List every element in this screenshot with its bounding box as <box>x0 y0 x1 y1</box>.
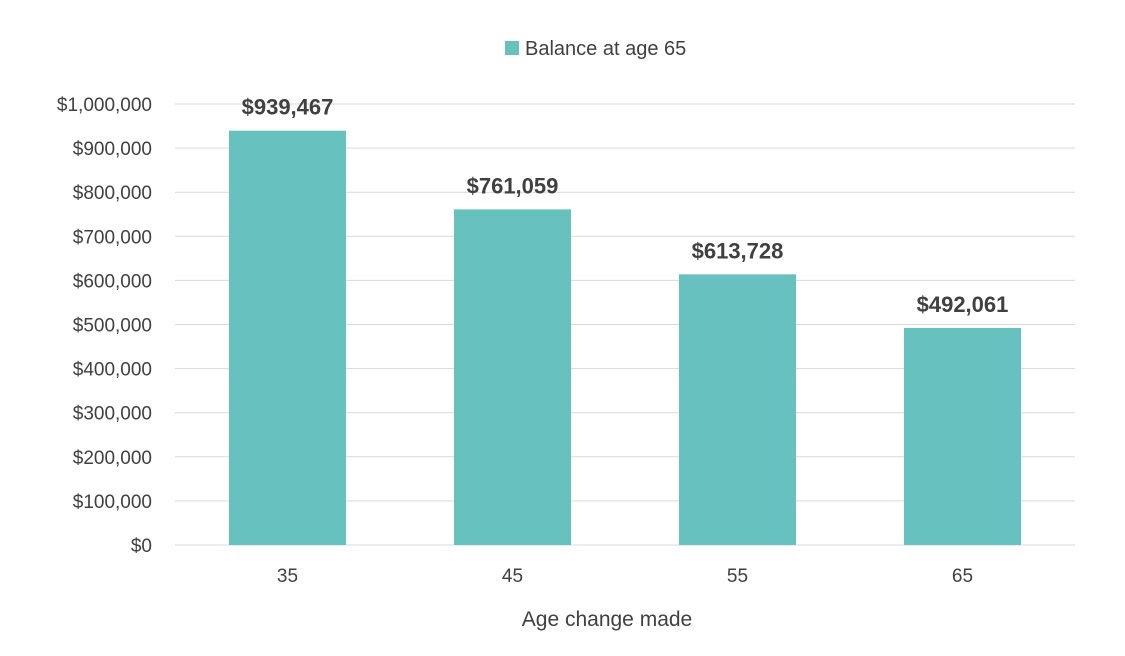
y-tick-label: $200,000 <box>73 448 152 469</box>
x-tick-label: 35 <box>277 566 298 587</box>
data-labels: $939,467 $761,059 $613,728 $492,061 <box>242 95 1009 317</box>
x-axis-tick-labels: 35 45 55 65 <box>277 566 973 587</box>
legend-label: Balance at age 65 <box>525 38 686 60</box>
data-label-65: $492,061 <box>917 292 1009 317</box>
bar-45 <box>454 209 571 545</box>
bar-55 <box>679 274 796 545</box>
x-axis-title: Age change made <box>522 608 692 631</box>
x-tick-label: 65 <box>952 566 973 587</box>
y-tick-label: $300,000 <box>73 404 152 425</box>
y-tick-label: $600,000 <box>73 271 152 292</box>
y-tick-label: $700,000 <box>73 227 152 248</box>
x-tick-label: 45 <box>502 566 523 587</box>
legend-swatch <box>505 41 519 55</box>
y-tick-label: $800,000 <box>73 183 152 204</box>
data-label-55: $613,728 <box>692 238 784 263</box>
y-tick-label: $0 <box>131 536 152 557</box>
data-label-35: $939,467 <box>242 95 334 120</box>
y-tick-label: $400,000 <box>73 360 152 381</box>
y-tick-label: $100,000 <box>73 492 152 513</box>
bars <box>229 130 1021 545</box>
legend: Balance at age 65 <box>505 38 686 60</box>
x-tick-label: 55 <box>727 566 748 587</box>
bar-35 <box>229 130 346 545</box>
bar-65 <box>904 328 1021 545</box>
data-label-45: $761,059 <box>467 173 559 198</box>
y-tick-label: $500,000 <box>73 316 152 337</box>
y-tick-label: $900,000 <box>73 139 152 160</box>
y-axis-tick-labels: $0 $100,000 $200,000 $300,000 $400,000 $500,0… <box>57 95 152 557</box>
y-tick-label: $1,000,000 <box>57 95 152 116</box>
